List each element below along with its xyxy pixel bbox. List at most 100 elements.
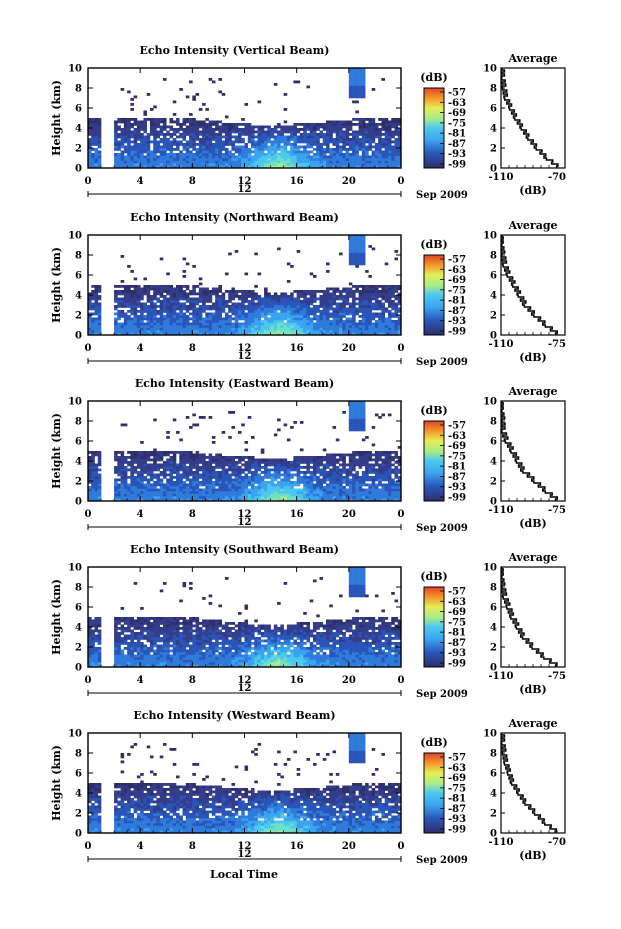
- heatmap-cell: [130, 163, 134, 166]
- heatmap-cell: [211, 305, 216, 308]
- heatmap-cell: [202, 332, 206, 336]
- heatmap-cell: [361, 145, 366, 149]
- heatmap-cell: [329, 305, 333, 308]
- heatmap-cell: [290, 488, 294, 492]
- heatmap-cell: [361, 237, 366, 241]
- heatmap-cell: [391, 158, 395, 161]
- heatmap-cell: [208, 143, 213, 146]
- heatmap-cell: [283, 292, 288, 296]
- heatmap-cell: [202, 320, 206, 323]
- heatmap-cell: [361, 155, 366, 159]
- heatmap-cell: [286, 165, 291, 169]
- heatmap-cell: [348, 90, 353, 94]
- heatmap-cell: [326, 138, 330, 141]
- heatmap-cell: [322, 327, 327, 331]
- heatmap-cell: [348, 250, 353, 253]
- heatmap-cell: [153, 320, 157, 323]
- heatmap-cell: [378, 317, 382, 321]
- heatmap-cell: [166, 138, 170, 141]
- heatmap-cell: [358, 123, 363, 126]
- heatmap-cell: [277, 307, 281, 311]
- heatmap-cell: [91, 325, 95, 328]
- heatmap-cell: [153, 453, 157, 457]
- heatmap-cell: [387, 133, 392, 136]
- heatmap-cell: [218, 160, 222, 164]
- heatmap-cell: [254, 158, 258, 161]
- heatmap-cell: [162, 320, 167, 323]
- heatmap-cell: [91, 295, 95, 298]
- heatmap-cell: [247, 476, 252, 479]
- heatmap-cell: [352, 93, 356, 96]
- heatmap-cell: [143, 130, 147, 134]
- heatmap-cell: [273, 488, 278, 492]
- heatmap-cell: [260, 312, 265, 316]
- heatmap-cell: [241, 325, 245, 328]
- heatmap-cell: [192, 120, 196, 124]
- heatmap-cell: [374, 300, 379, 303]
- heatmap-cell: [192, 155, 196, 159]
- heatmap-cell: [358, 90, 363, 94]
- heatmap-cell: [397, 153, 402, 156]
- heatmap-cell: [244, 292, 249, 296]
- heatmap-cell: [94, 287, 99, 291]
- heatmap-cell: [326, 330, 330, 333]
- heatmap-cell: [361, 290, 366, 293]
- heatmap-cell: [153, 165, 157, 169]
- heatmap-cell: [273, 461, 278, 464]
- heatmap-cell: [179, 325, 183, 328]
- heatmap-cell: [218, 476, 222, 479]
- heatmap-cell: [140, 302, 144, 306]
- heatmap-cell: [182, 315, 187, 318]
- heatmap-cell: [339, 478, 343, 482]
- heatmap-cell: [387, 153, 392, 156]
- heatmap-cell: [247, 153, 252, 156]
- heatmap-cell: [169, 317, 174, 321]
- heatmap-cell: [166, 140, 170, 144]
- x-tick-label: 20: [342, 176, 356, 187]
- heatmap-cell: [198, 292, 203, 296]
- heatmap-cell: [296, 250, 301, 253]
- heatmap-cell: [273, 135, 278, 139]
- heatmap-cell: [257, 491, 262, 494]
- x-tick-label: 12: [238, 176, 252, 187]
- heatmap-cell: [244, 483, 249, 487]
- heatmap-cell: [237, 133, 242, 136]
- heatmap-cell: [296, 292, 301, 296]
- heatmap-cell: [316, 458, 320, 462]
- heatmap-cell: [257, 481, 262, 484]
- heatmap-cell: [368, 145, 372, 149]
- heatmap-cell: [247, 128, 252, 131]
- heatmap-cell: [361, 315, 366, 318]
- heatmap-cell: [394, 310, 399, 313]
- heatmap-cell: [172, 155, 177, 159]
- heatmap-cell: [143, 491, 147, 494]
- heatmap-cell: [215, 496, 219, 499]
- heatmap-cell: [211, 491, 216, 494]
- heatmap-cell: [117, 468, 121, 472]
- heatmap-cell: [283, 305, 288, 308]
- heatmap-cell: [166, 315, 170, 318]
- heatmap-cell: [234, 327, 239, 331]
- heatmap-cell: [153, 297, 157, 301]
- heatmap-cell: [378, 148, 382, 151]
- heatmap-cell: [303, 471, 307, 474]
- heatmap-cell: [205, 145, 209, 149]
- heatmap-cell: [316, 481, 320, 484]
- heatmap-cell: [237, 312, 242, 316]
- heatmap-cell: [198, 312, 203, 316]
- heatmap-cell: [280, 310, 284, 313]
- heatmap-cell: [140, 120, 144, 124]
- heatmap-cell: [374, 292, 379, 296]
- heatmap-cell: [394, 150, 399, 154]
- heatmap-cell: [130, 148, 134, 151]
- heatmap-cell: [179, 458, 183, 462]
- heatmap-cell: [117, 285, 121, 288]
- heatmap-cell: [221, 123, 226, 126]
- x-tick-label: 8: [189, 343, 196, 354]
- heatmap-cell: [251, 292, 255, 296]
- heatmap-cell: [358, 307, 363, 311]
- heatmap-cell: [205, 325, 209, 328]
- heatmap-cell: [234, 493, 239, 497]
- heatmap-cell: [224, 302, 229, 306]
- x-tick-label: 20: [342, 343, 356, 354]
